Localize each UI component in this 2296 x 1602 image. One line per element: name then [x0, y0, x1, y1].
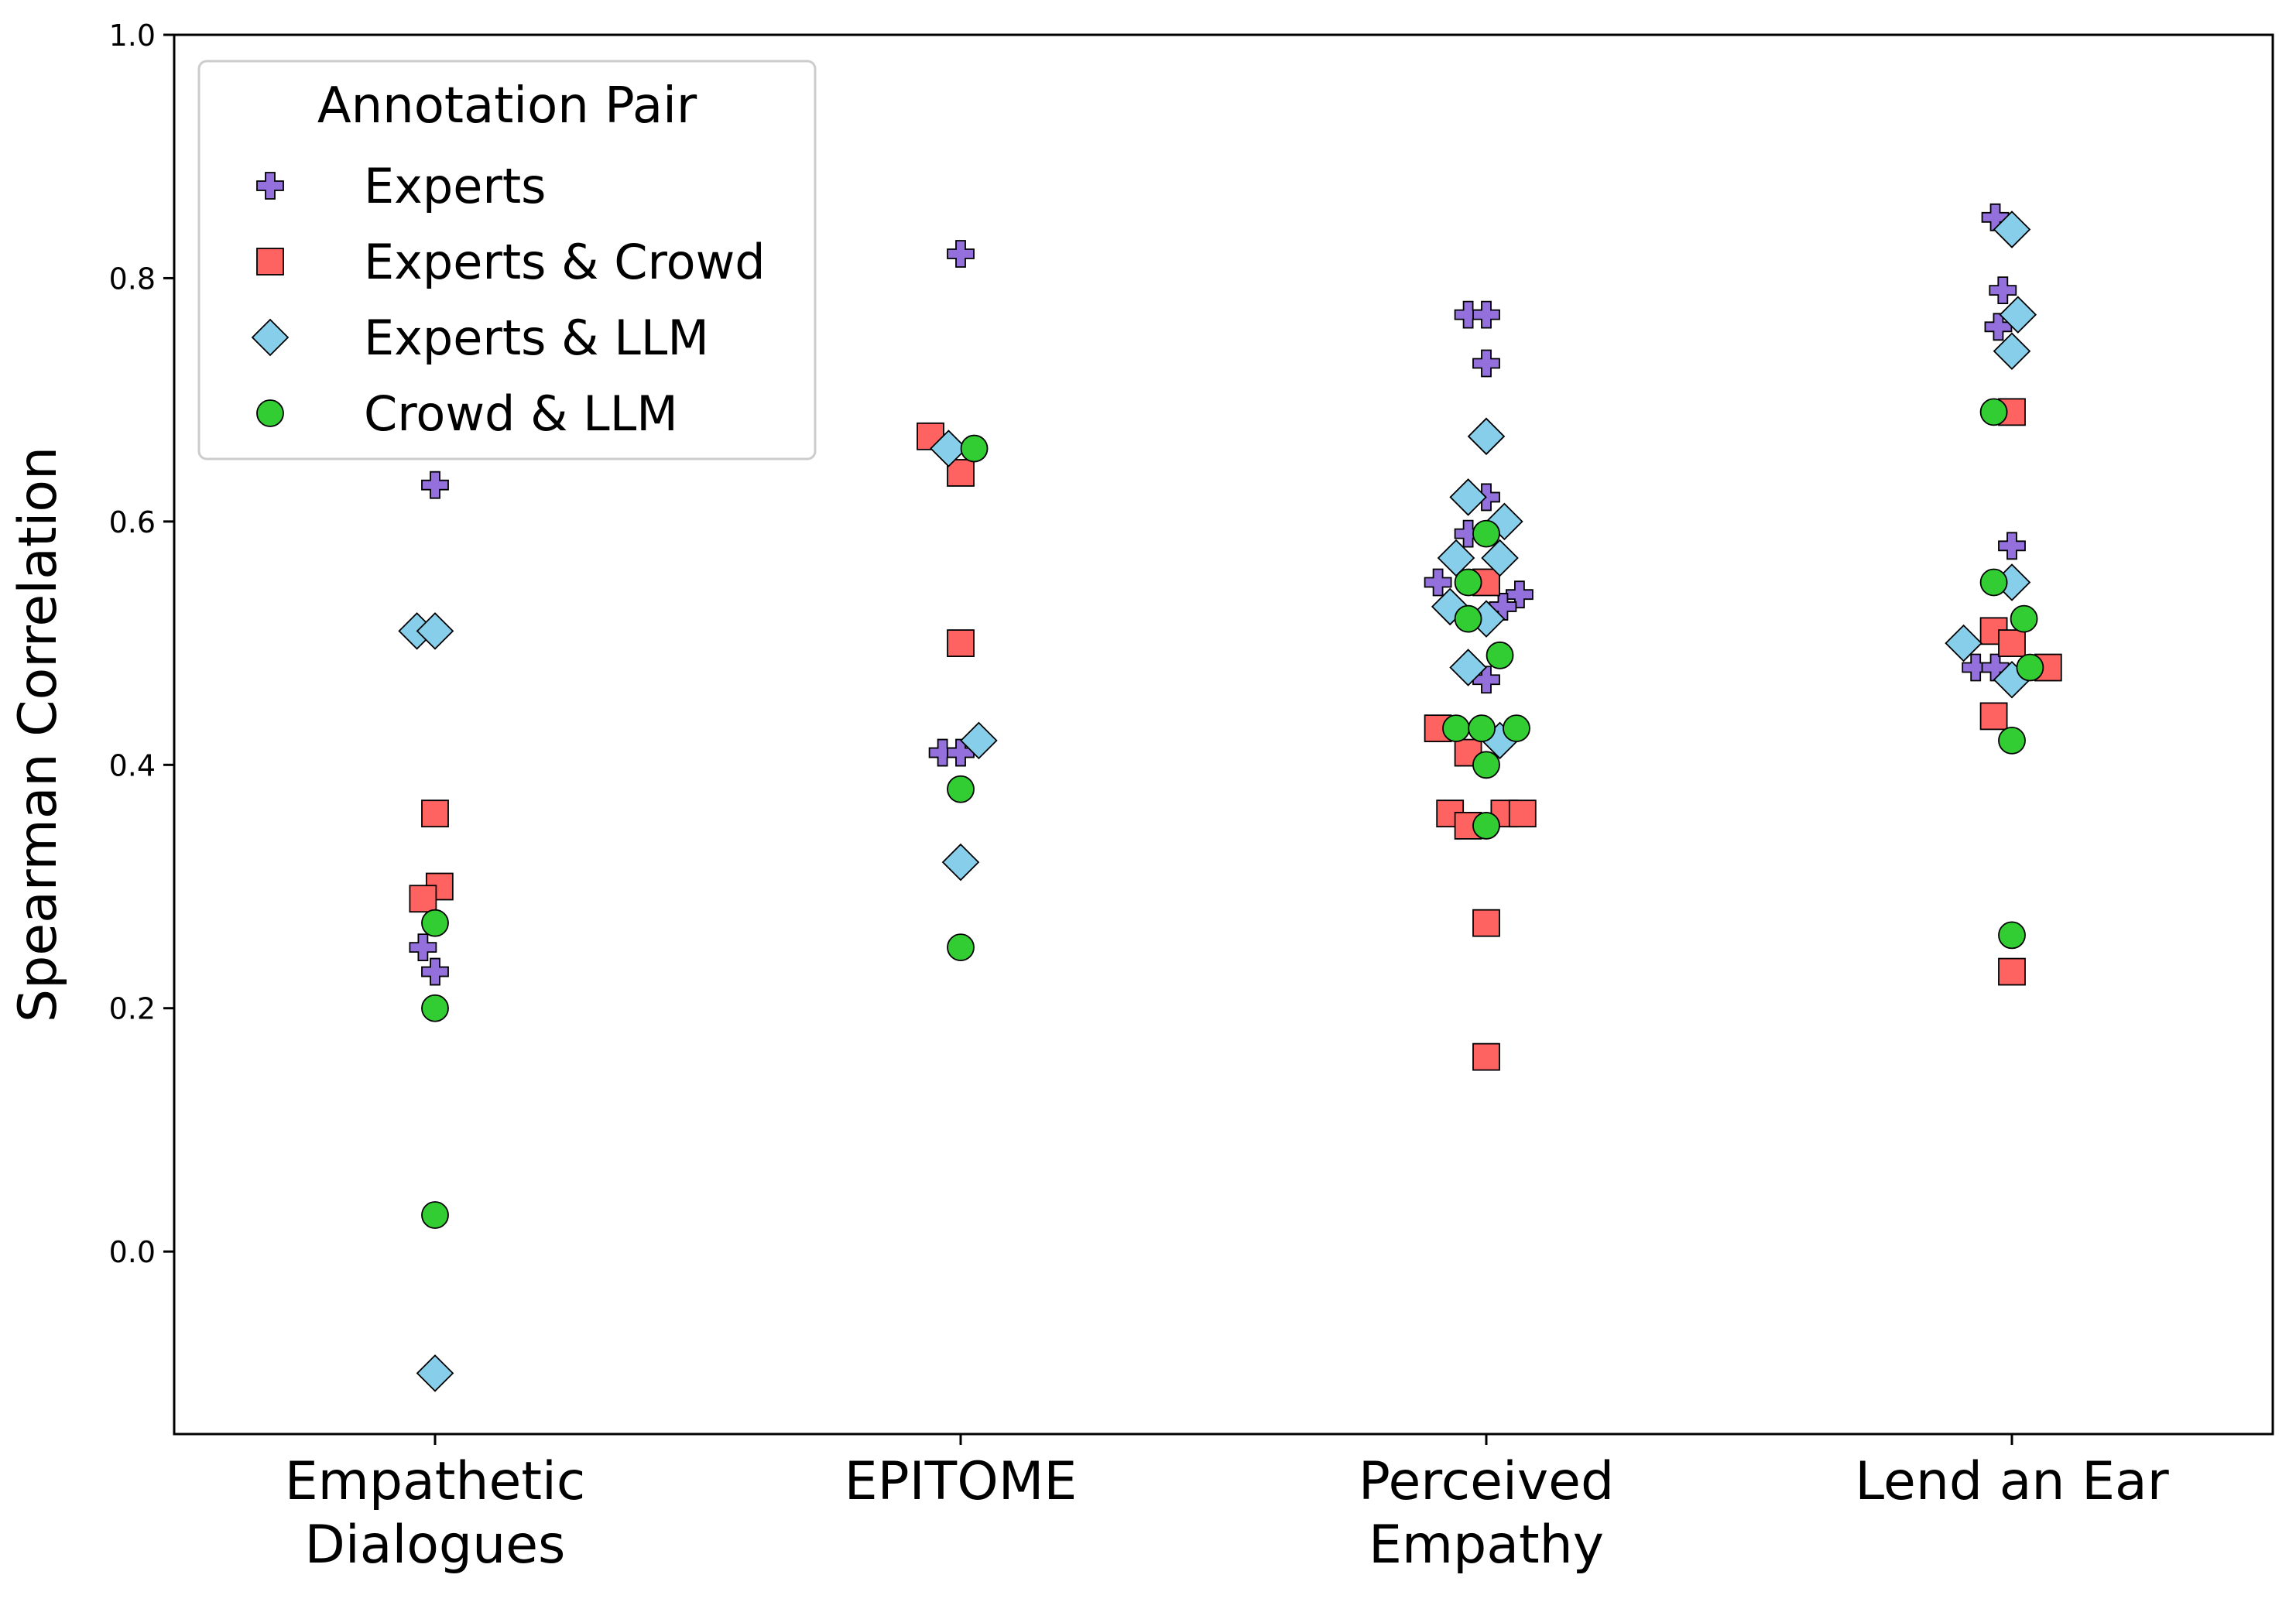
data-point [1472, 1042, 1500, 1071]
data-point [2016, 653, 2044, 682]
x-tick-label: Empathetic Dialogues [285, 1451, 586, 1576]
data-point [1508, 799, 1537, 828]
data-point [947, 738, 975, 767]
y-tick-label: 0.2 [109, 992, 156, 1026]
legend-label: Experts & Crowd [364, 234, 766, 290]
x-axis: Empathetic Dialogues EPITOME Perceived Empat… [285, 1434, 2169, 1576]
data-point [1472, 751, 1500, 779]
data-point [2010, 604, 2038, 633]
data-point [1506, 580, 1534, 609]
data-point [1449, 478, 1487, 516]
data-point [1979, 568, 2008, 597]
data-point [1454, 604, 1482, 633]
data-point [1998, 921, 2026, 950]
legend-box [197, 60, 817, 460]
data-point [1993, 211, 2031, 248]
data-point [1481, 539, 1519, 577]
x-tick-label: Perceived Empathy [1359, 1451, 1614, 1576]
legend-entry: Experts & LLM [251, 310, 709, 366]
data-point [1993, 332, 2031, 371]
data-point [947, 933, 975, 962]
data-point [421, 957, 449, 986]
data-point [1454, 568, 1482, 597]
y-axis: 0.0 0.2 0.4 0.6 0.8 1.0 [109, 19, 174, 1269]
data-point [416, 612, 454, 650]
data-point [1998, 726, 2026, 755]
data-point [1998, 957, 2026, 986]
legend-marker [256, 399, 284, 427]
data-point [421, 799, 449, 828]
legend-entries: Experts Experts & Crowd Experts & LLM Crowd… [251, 158, 766, 442]
x-tick-label: EPITOME [845, 1451, 1078, 1512]
data-point [1989, 276, 2017, 305]
data-point [1472, 300, 1500, 329]
data-point [947, 629, 975, 657]
data-point [1999, 296, 2037, 334]
y-tick-label: 0.8 [109, 262, 156, 296]
data-point [1454, 519, 1482, 548]
data-point [947, 459, 975, 487]
data-point [425, 872, 454, 901]
data-point [1472, 909, 1500, 937]
data-point [1945, 624, 1982, 662]
legend-label: Experts [364, 158, 546, 214]
y-tick-label: 0.0 [109, 1235, 156, 1269]
data-point [947, 775, 975, 803]
data-point [1979, 398, 2008, 426]
x-tick-label: Lend an Ear [1855, 1451, 2168, 1512]
data-point [1486, 641, 1514, 669]
data-point [1998, 629, 2026, 657]
data-point [947, 240, 975, 268]
data-point [1979, 702, 2008, 731]
legend-label: Experts & LLM [364, 310, 709, 366]
data-point [1489, 593, 1517, 621]
series-crowd-llm [421, 398, 2044, 1229]
data-point [1472, 349, 1500, 378]
axes-frame [173, 33, 2274, 1436]
data-point [1472, 519, 1500, 548]
series-experts-llm [398, 211, 2037, 1392]
data-point [421, 1201, 449, 1229]
legend-marker [256, 248, 284, 276]
data-point [1449, 649, 1487, 686]
legend-marker [251, 318, 290, 357]
data-point [1998, 532, 2026, 560]
legend-marker [256, 172, 284, 200]
legend-entry: Experts & Crowd [256, 234, 766, 290]
data-point [416, 1354, 454, 1392]
data-point [421, 909, 449, 937]
data-point [409, 885, 437, 913]
data-point [421, 994, 449, 1022]
y-tick-label: 1.0 [109, 19, 156, 53]
y-tick-label: 0.6 [109, 505, 156, 539]
data-point [1503, 714, 1530, 743]
y-axis-label: Spearman Correlation [8, 447, 69, 1022]
data-point [1984, 313, 2013, 341]
legend-entry: Crowd & LLM [256, 385, 678, 442]
data-point [960, 434, 989, 463]
legend-entry: Experts [256, 158, 546, 214]
y-tick-label: 0.4 [109, 748, 156, 782]
legend-title: Annotation Pair [317, 77, 697, 135]
data-point [930, 430, 968, 467]
legend-label: Crowd & LLM [364, 385, 678, 442]
points-layer [398, 203, 2062, 1392]
data-point [941, 843, 980, 881]
plot-area [173, 33, 2274, 1436]
data-point [1962, 653, 1990, 682]
data-point [1442, 714, 1470, 743]
data-point [409, 933, 437, 962]
data-point [1467, 417, 1506, 456]
data-point [960, 721, 998, 760]
data-point [1472, 812, 1500, 840]
data-point [1468, 714, 1496, 743]
data-point [421, 471, 449, 499]
